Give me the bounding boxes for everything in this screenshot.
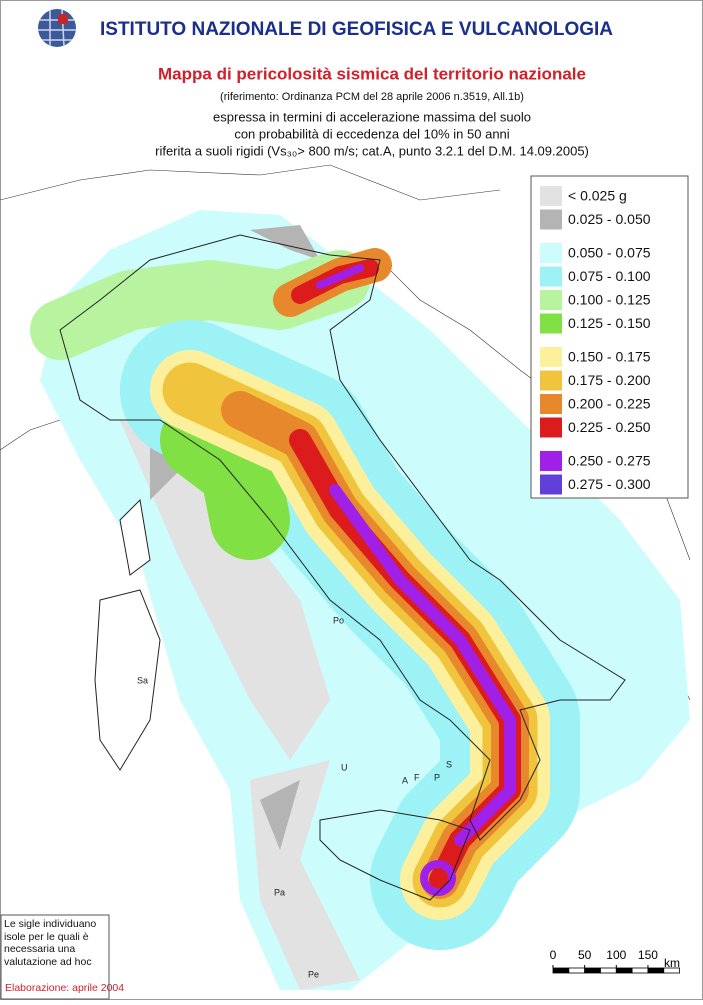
legend-swatch xyxy=(540,313,562,334)
island-label: Pa xyxy=(274,887,285,897)
legend-label: 0.250 - 0.275 xyxy=(568,453,651,469)
scale-segment xyxy=(568,967,586,974)
legend-swatch xyxy=(540,243,562,263)
legend-label: 0.125 - 0.150 xyxy=(568,315,651,331)
zone-lowest xyxy=(120,420,360,990)
legend-swatch xyxy=(540,474,562,495)
island-label: Pe xyxy=(308,969,319,979)
note-box: Le sigle individuano isole per le quali … xyxy=(0,914,124,1000)
scale-label: 100 xyxy=(606,948,626,962)
island-label: S xyxy=(446,759,452,769)
reference: (riferimento: Ordinanza PCM del 28 april… xyxy=(220,91,524,103)
subtitle-line: espressa in termini di accelerazione mas… xyxy=(213,109,531,124)
island-label: P xyxy=(434,772,440,782)
scale-label: 150 xyxy=(638,948,658,962)
scale-label: 50 xyxy=(578,948,592,962)
scale-segment xyxy=(647,967,665,974)
legend-swatch xyxy=(540,186,562,206)
legend-swatch xyxy=(540,394,562,414)
legend-label: 0.025 - 0.050 xyxy=(568,211,651,227)
scale-segment xyxy=(584,967,601,974)
scale-unit: km xyxy=(664,956,680,970)
hazard-bands xyxy=(30,248,580,950)
legend-label: 0.275 - 0.300 xyxy=(568,476,651,492)
map-title: Mappa di pericolosità sismica del territ… xyxy=(158,64,586,83)
legend-label: 0.050 - 0.075 xyxy=(568,245,651,261)
scale-segment xyxy=(615,967,633,974)
header-title: ISTITUTO NAZIONALE DI GEOFISICA E VULCAN… xyxy=(100,19,613,40)
scale-segment xyxy=(631,967,649,974)
scale-segment xyxy=(600,967,617,974)
island-label: A xyxy=(402,775,408,785)
scale-segment xyxy=(552,967,570,974)
date: Elaborazione: aprile 2004 xyxy=(5,982,124,994)
legend-swatch xyxy=(540,290,562,310)
note: Le sigle individuano isole per le quali … xyxy=(4,918,97,968)
scale-label: 0 xyxy=(550,948,557,962)
legend-label: 0.200 - 0.225 xyxy=(568,396,651,412)
map xyxy=(0,164,691,990)
legend-box xyxy=(530,175,689,499)
legend-label: 0.075 - 0.100 xyxy=(568,268,651,284)
island-label: F xyxy=(414,772,420,782)
legend-swatch xyxy=(540,417,562,438)
scale-segment xyxy=(663,967,681,974)
legend-label: 0.100 - 0.125 xyxy=(568,292,651,308)
legend-swatch xyxy=(540,209,562,230)
island-label: Sa xyxy=(137,675,148,685)
legend-swatch xyxy=(540,370,562,391)
legend-swatch xyxy=(540,451,562,471)
legend-swatch xyxy=(540,266,562,287)
subtitle-line: riferita a suoli rigidi (Vs₃₀> 800 m/s; … xyxy=(155,143,589,158)
subtitle-line: con probabilità di eccedenza del 10% in … xyxy=(234,126,509,141)
legend: < 0.025 g 0.025 - 0.050 0.050 - 0.075 0.075… xyxy=(530,175,689,499)
island-label: U xyxy=(341,762,348,772)
legend-label: 0.175 - 0.200 xyxy=(568,372,651,388)
island-label: Po xyxy=(333,615,344,625)
scale-bar: 0 50 100 150 km xyxy=(550,948,681,974)
legend-label: 0.225 - 0.250 xyxy=(568,419,651,435)
logo xyxy=(38,9,76,47)
legend-label: < 0.025 g xyxy=(568,188,627,204)
legend-label: 0.150 - 0.175 xyxy=(568,349,651,365)
legend-swatch xyxy=(540,347,562,367)
